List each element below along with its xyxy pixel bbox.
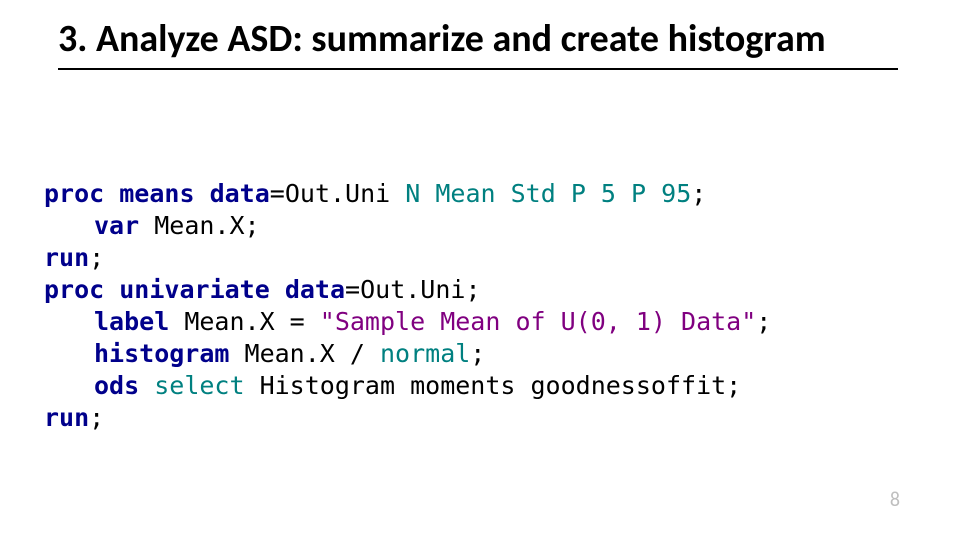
code-line: var Mean.X; xyxy=(44,210,924,242)
code-token: ; xyxy=(245,211,260,240)
code-token: normal xyxy=(380,339,470,368)
code-line: run; xyxy=(44,402,924,434)
code-token: Mean.X = xyxy=(184,307,319,336)
code-token: label xyxy=(94,307,184,336)
code-token: Mean.X xyxy=(154,211,244,240)
page-number: 8 xyxy=(890,488,900,512)
code-token: select xyxy=(154,371,259,400)
code-line: histogram Mean.X / normal; xyxy=(44,338,924,370)
code-token: ; xyxy=(89,243,104,272)
code-line: run; xyxy=(44,242,924,274)
code-token: "Sample Mean of U(0, 1) Data" xyxy=(320,307,757,336)
code-line: proc univariate data=Out.Uni; xyxy=(44,274,924,306)
code-token: =Out.Uni xyxy=(345,275,465,304)
code-token: var xyxy=(94,211,154,240)
code-token: ; xyxy=(465,275,480,304)
code-token: ods xyxy=(94,371,154,400)
code-token: proc univariate xyxy=(44,275,285,304)
code-token: =Out.Uni xyxy=(270,179,405,208)
code-token: data xyxy=(210,179,270,208)
code-line: proc means data=Out.Uni N Mean Std P 5 P… xyxy=(44,178,924,210)
code-token: proc means xyxy=(44,179,210,208)
code-token: N Mean Std P 5 P 95 xyxy=(405,179,691,208)
code-token: ; xyxy=(726,371,741,400)
code-token: Mean.X / xyxy=(245,339,380,368)
code-line: ods select Histogram moments goodnessoff… xyxy=(44,370,924,402)
code-token: ; xyxy=(691,179,706,208)
code-line: label Mean.X = "Sample Mean of U(0, 1) D… xyxy=(44,306,924,338)
slide: 3. Analyze ASD: summarize and create his… xyxy=(0,0,960,540)
code-token: Histogram moments goodnessoffit xyxy=(260,371,727,400)
code-token: run xyxy=(44,243,89,272)
code-token: ; xyxy=(470,339,485,368)
code-token: run xyxy=(44,403,89,432)
code-block: proc means data=Out.Uni N Mean Std P 5 P… xyxy=(44,178,924,434)
code-token: data xyxy=(285,275,345,304)
code-token: ; xyxy=(756,307,771,336)
code-token: histogram xyxy=(94,339,245,368)
code-token: ; xyxy=(89,403,104,432)
slide-title: 3. Analyze ASD: summarize and create his… xyxy=(58,18,898,70)
